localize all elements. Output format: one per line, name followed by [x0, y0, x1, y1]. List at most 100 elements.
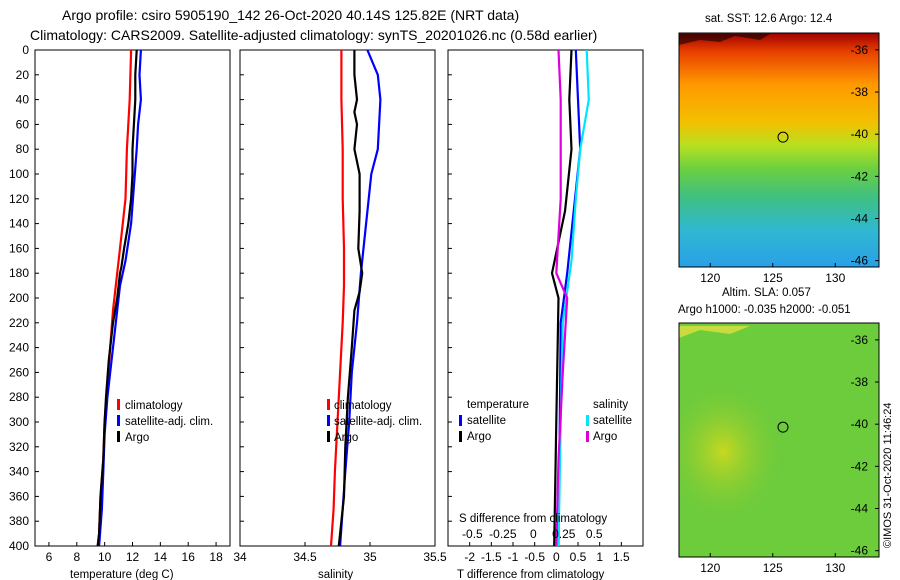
depth-tick-label: 120: [9, 192, 29, 206]
sla-map-frame: [678, 322, 880, 558]
depth-tick-label: 340: [9, 465, 29, 479]
series-line-satellite-adj-clim-: [339, 49, 382, 547]
lat-tick-label: -46: [851, 254, 869, 268]
legend-swatch-climatology: [327, 399, 330, 410]
legend-argo: Argo: [125, 432, 149, 444]
temperature-x-axis: 6 8 10 12 14 16 18: [46, 542, 223, 564]
sla-map-title-1: Altim. SLA: 0.057: [722, 287, 811, 299]
legend-argo: Argo: [334, 432, 358, 444]
difference-x-axis: -2 -1.5 -1 -0.5 0 0.5 1 1.5: [464, 542, 630, 564]
legend-swatch-s-argo: [586, 431, 589, 442]
legend-swatch-t-argo: [459, 431, 462, 442]
temperature-series: [96, 49, 142, 547]
depth-tick-label: 160: [9, 241, 29, 255]
difference-series: [550, 49, 590, 547]
depth-tick-label: 400: [9, 539, 29, 553]
depth-tick-label: 100: [9, 167, 29, 181]
legend-climatology: climatology: [334, 400, 392, 412]
s-difference-label: S difference from climatology: [459, 513, 607, 525]
lon-tick-label: 125: [763, 561, 783, 575]
legend-swatch-satellite: [327, 415, 330, 426]
header-line-1: Argo profile: csiro 5905190_142 26-Oct-2…: [62, 7, 519, 23]
lon-tick-label: 120: [700, 561, 720, 575]
legend-swatch-t-satellite: [459, 415, 462, 426]
lon-tick-label: 120: [700, 271, 720, 285]
legend-t-satellite: satellite: [467, 415, 506, 427]
x-tick-label: 14: [154, 550, 168, 564]
depth-tick-label: 380: [9, 514, 29, 528]
sla-float-marker: [777, 421, 789, 433]
legend-s-satellite: satellite: [593, 415, 632, 427]
lon-tick-label: 130: [825, 271, 845, 285]
legend-swatch-climatology: [117, 399, 120, 410]
depth-tick-label: 320: [9, 440, 29, 454]
legend-climatology: climatology: [125, 400, 183, 412]
temperature-x-label: temperature (deg C): [70, 569, 174, 580]
lat-tick-label: -38: [851, 375, 869, 389]
depth-tick-label: 60: [16, 117, 30, 131]
x-tick-label: 1.5: [613, 550, 630, 564]
s-diff-tick-label: 0.5: [586, 527, 603, 541]
salinity-legend: climatology satellite-adj. clim. Argo: [327, 399, 422, 444]
imos-stamp: ©IMOS 31-Oct-2020 11:46:24: [882, 403, 894, 548]
lat-tick-label: -36: [851, 333, 869, 347]
legend-swatch-argo: [117, 431, 120, 442]
depth-axis: 0 20 40 60 80 100 120 140 160 180 200 220 240 260 280 3…: [9, 43, 452, 553]
sla-lat-axis: -36 -38 -40 -42 -44 -46: [851, 333, 879, 558]
lat-tick-label: -36: [851, 43, 869, 57]
x-tick-label: 0: [553, 550, 560, 564]
lat-tick-label: -40: [851, 417, 869, 431]
x-tick-label: 35.5: [423, 550, 447, 564]
legend-s-argo: Argo: [593, 431, 617, 443]
lon-tick-label: 130: [825, 561, 845, 575]
legend-swatch-satellite: [117, 415, 120, 426]
temperature-legend: climatology satellite-adj. clim. Argo: [117, 399, 213, 444]
sst-map-frame: [678, 32, 880, 268]
depth-tick-label: 260: [9, 365, 29, 379]
legend-satellite: satellite-adj. clim.: [125, 416, 213, 428]
sst-coastline: [679, 34, 770, 45]
x-tick-label: -2: [464, 550, 475, 564]
header-line-2: Climatology: CARS2009. Satellite-adjuste…: [30, 27, 597, 43]
sla-anomaly-patch: [679, 323, 879, 557]
difference-x-label: T difference from climatology: [457, 569, 604, 580]
x-tick-label: 16: [182, 550, 196, 564]
depth-tick-label: 80: [16, 142, 30, 156]
salinity-x-axis: 34 34.5 35 35.5: [233, 542, 447, 564]
depth-tick-label: 40: [16, 93, 30, 107]
legend-swatch-s-satellite: [586, 415, 589, 426]
x-tick-label: 35: [363, 550, 377, 564]
x-tick-label: -1: [508, 550, 519, 564]
x-tick-label: -1.5: [481, 550, 502, 564]
lat-tick-label: -40: [851, 127, 869, 141]
sst-map: [679, 33, 879, 267]
s-diff-tick-label: 0: [530, 527, 537, 541]
lat-tick-label: -44: [851, 212, 869, 226]
salinity-series: [329, 49, 382, 547]
x-tick-label: 0.5: [570, 550, 587, 564]
series-line-s-argo: [555, 49, 569, 547]
legend-temperature-heading: temperature: [467, 399, 529, 411]
lat-tick-label: -42: [851, 459, 869, 473]
depth-tick-label: 360: [9, 489, 29, 503]
x-tick-label: -0.5: [524, 550, 545, 564]
legend-salinity-heading: salinity: [593, 399, 628, 411]
temperature-panel-frame: [34, 49, 231, 547]
difference-panel-frame: [447, 49, 644, 547]
salinity-x-label: salinity: [318, 569, 353, 580]
sst-float-marker: [777, 131, 789, 143]
series-line-climatology: [329, 50, 346, 547]
sst-map-title: sat. SST: 12.6 Argo: 12.4: [705, 13, 833, 25]
x-tick-label: 10: [98, 550, 112, 564]
x-tick-label: 6: [46, 550, 53, 564]
lat-tick-label: -42: [851, 169, 869, 183]
sla-lon-axis: 120 125 130: [700, 553, 846, 575]
sst-lon-axis: 120 125 130: [700, 263, 846, 285]
legend-swatch-argo: [327, 431, 330, 442]
legend-t-argo: Argo: [467, 431, 491, 443]
sla-coast-patch: [679, 326, 750, 338]
depth-tick-label: 240: [9, 341, 29, 355]
s-diff-tick-label: -0.5: [462, 527, 483, 541]
depth-tick-label: 300: [9, 415, 29, 429]
